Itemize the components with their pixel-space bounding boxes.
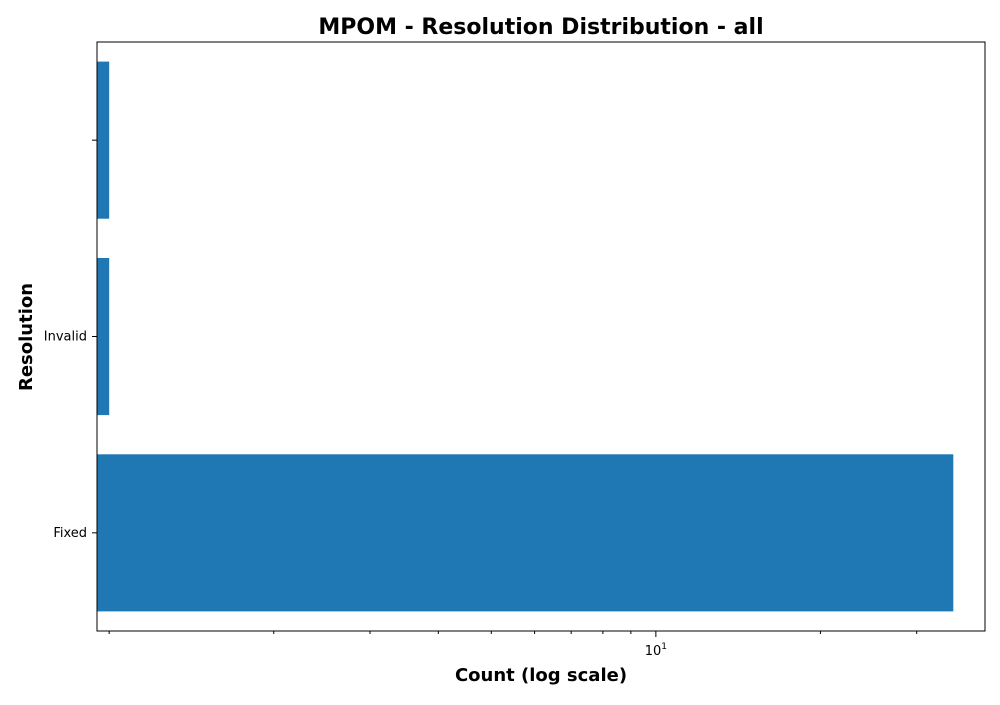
bar-unlabeled [97,61,110,219]
chart-title: MPOM - Resolution Distribution - all [318,15,763,40]
x-axis-label: Count (log scale) [455,665,627,686]
y-tick-label: Invalid [44,330,87,345]
bar-fixed [97,454,954,612]
y-tick-label: Fixed [53,526,87,541]
y-axis-label: Resolution [16,283,37,391]
x-tick-label: 101 [645,642,667,659]
bar-invalid [97,258,110,416]
plot-area: Fixed Invalid 101 [44,41,986,659]
plot-frame [96,41,986,632]
